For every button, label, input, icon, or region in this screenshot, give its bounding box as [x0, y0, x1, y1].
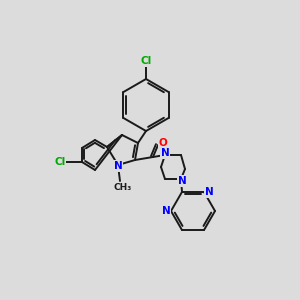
Text: N: N: [205, 187, 213, 197]
Text: N: N: [162, 206, 170, 216]
Text: Cl: Cl: [54, 157, 66, 167]
Text: CH₃: CH₃: [114, 184, 132, 193]
Text: N: N: [160, 148, 169, 158]
Text: N: N: [178, 176, 186, 186]
Text: Cl: Cl: [140, 56, 152, 66]
Text: N: N: [114, 161, 122, 171]
Text: O: O: [159, 138, 167, 148]
